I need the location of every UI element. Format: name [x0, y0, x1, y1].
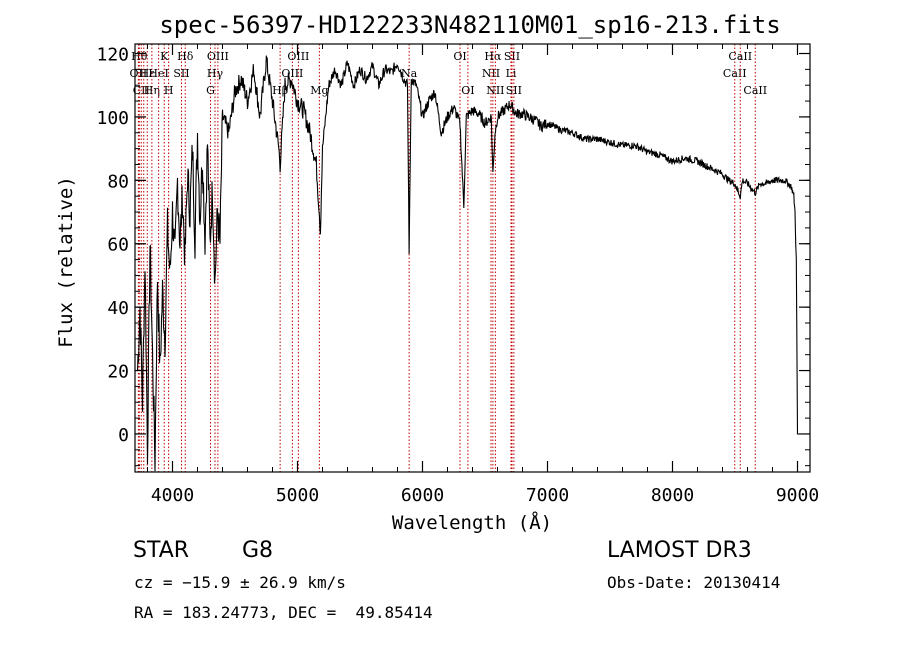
- y-tick-label: 40: [107, 298, 129, 319]
- y-tick-label: 0: [118, 425, 129, 446]
- y-tick-label: 80: [107, 171, 129, 192]
- line-marker-label: OIII: [207, 50, 229, 63]
- line-marker-label: Hδ: [177, 50, 194, 63]
- plot-frame: [134, 43, 811, 473]
- line-marker-label: NII: [482, 67, 500, 80]
- line-marker-label: CII: [133, 84, 150, 97]
- redshift-text: cz = −15.9 ± 26.9 km/s: [134, 573, 346, 592]
- line-marker-label: Hε: [140, 67, 156, 80]
- x-axis-label: Wavelength (Å): [392, 511, 552, 534]
- survey-label: LAMOST DR3: [607, 538, 752, 563]
- line-marker-label: OII: [130, 67, 148, 80]
- line-marker-label: K: [160, 50, 169, 63]
- line-marker-label: OIII: [287, 50, 309, 63]
- line-marker-label: SII: [173, 67, 189, 80]
- chart-title: spec-56397-HD122233N482110M01_sp16-213.f…: [159, 11, 780, 39]
- line-marker-label: Mg: [310, 84, 328, 97]
- y-tick-label: 20: [107, 362, 129, 383]
- line-marker-label: CaII: [723, 67, 747, 80]
- line-marker-label: H: [164, 84, 174, 97]
- line-marker-label: G: [206, 84, 215, 97]
- x-tick-label: 8000: [651, 485, 694, 506]
- line-marker-label: Na: [401, 67, 418, 80]
- spectrum-line: [136, 55, 804, 472]
- line-marker-label: SII: [506, 84, 522, 97]
- line-marker-label: Hθ: [131, 50, 148, 63]
- object-subclass: G8: [242, 538, 274, 563]
- x-tick-label: 7000: [526, 485, 569, 506]
- line-marker-label: OI: [461, 84, 474, 97]
- coordinates-text: RA = 183.24773, DEC = 49.85414: [134, 603, 433, 622]
- y-tick-label: 120: [96, 45, 129, 66]
- line-marker-label: OI: [453, 50, 466, 63]
- x-tick-label: 5000: [276, 485, 319, 506]
- line-marker-label: Li: [506, 67, 517, 80]
- x-tick-label: 6000: [401, 485, 444, 506]
- line-marker-label: Hγ: [207, 67, 224, 80]
- line-marker-label: NII: [486, 84, 504, 97]
- y-tick-label: 100: [96, 108, 129, 129]
- line-marker-label: Hη: [144, 84, 160, 97]
- y-axis-label: Flux (relative): [55, 176, 77, 348]
- line-marker-label: Hα: [484, 50, 502, 63]
- spectrum-chart: spec-56397-HD122233N482110M01_sp16-213.f…: [55, 11, 819, 534]
- obs-date-text: Obs-Date: 20130414: [607, 573, 781, 592]
- x-tick-label: 9000: [776, 485, 819, 506]
- line-marker-label: HeI: [148, 67, 168, 80]
- x-tick-label: 4000: [151, 485, 194, 506]
- y-tick-label: 60: [107, 235, 129, 256]
- line-marker-label: CaII: [743, 84, 767, 97]
- line-marker-label: SII: [504, 50, 520, 63]
- line-marker-label: CaII: [728, 50, 752, 63]
- object-class: STAR: [133, 538, 190, 563]
